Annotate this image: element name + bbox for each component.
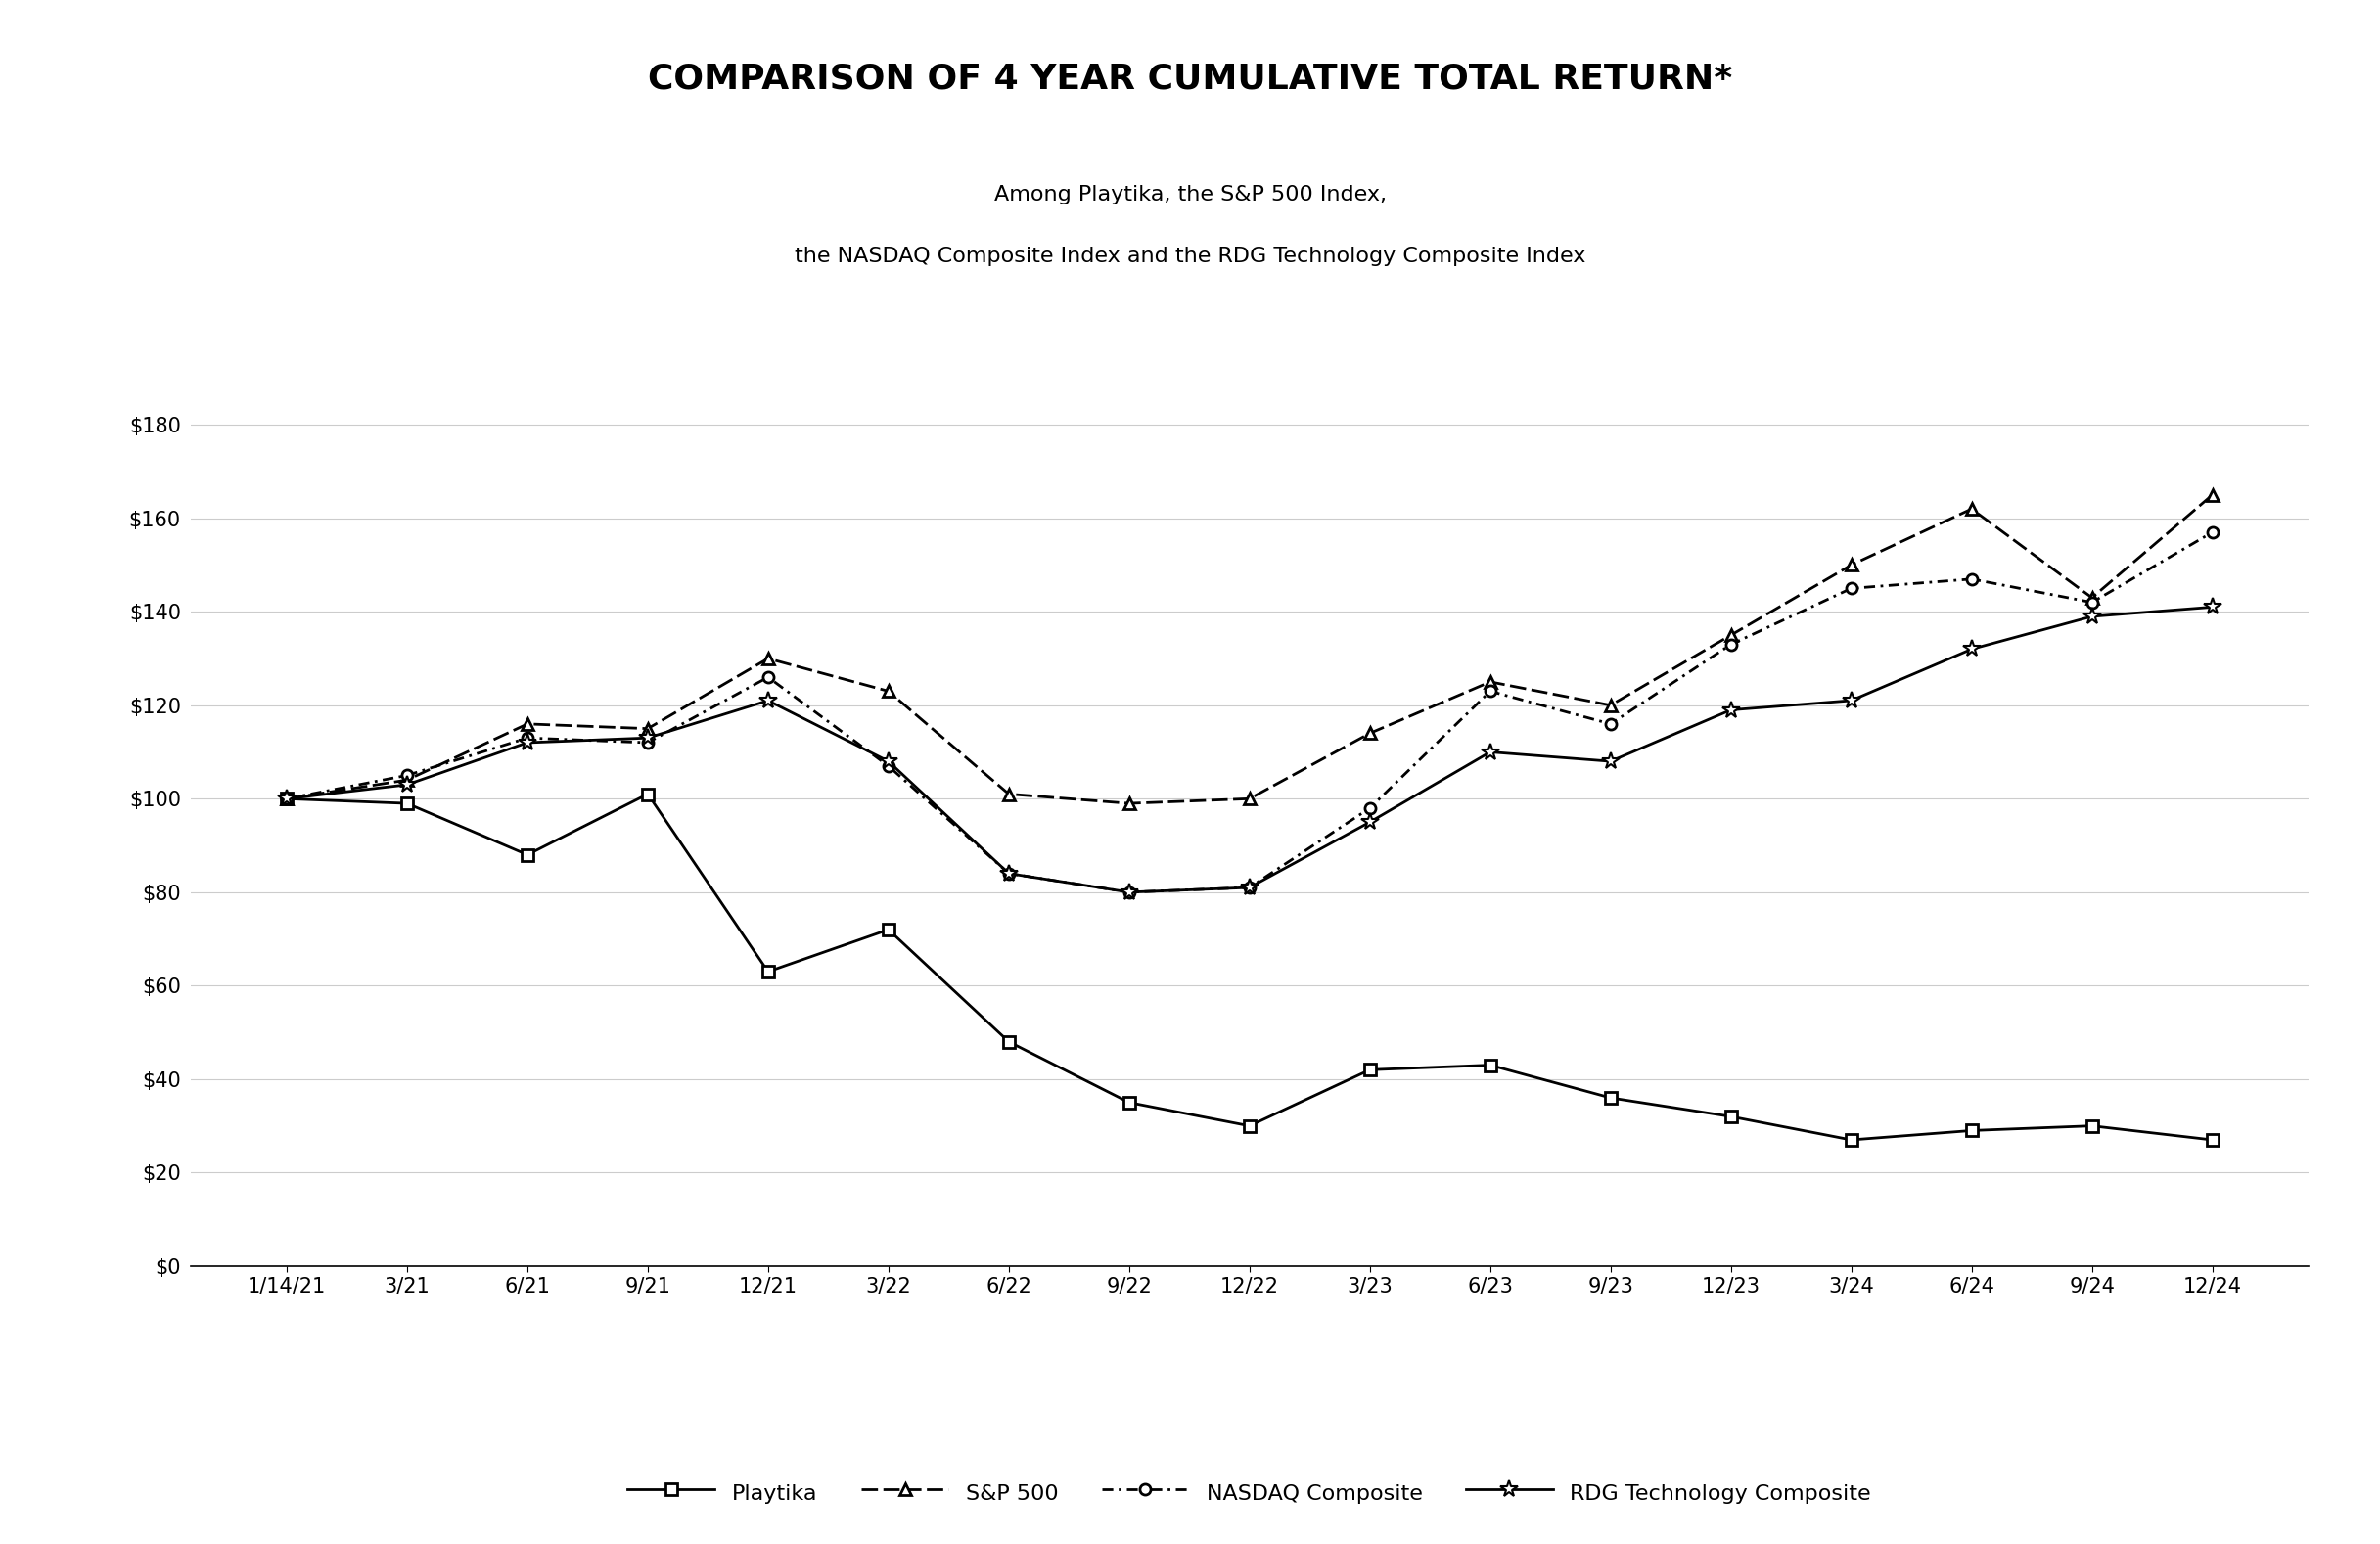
Text: the NASDAQ Composite Index and the RDG Technology Composite Index: the NASDAQ Composite Index and the RDG T… [795, 247, 1585, 267]
Legend: Playtika, S&P 500, NASDAQ Composite, RDG Technology Composite: Playtika, S&P 500, NASDAQ Composite, RDG… [619, 1471, 1880, 1515]
Text: Among Playtika, the S&P 500 Index,: Among Playtika, the S&P 500 Index, [995, 185, 1385, 205]
Text: COMPARISON OF 4 YEAR CUMULATIVE TOTAL RETURN*: COMPARISON OF 4 YEAR CUMULATIVE TOTAL RE… [647, 62, 1733, 96]
